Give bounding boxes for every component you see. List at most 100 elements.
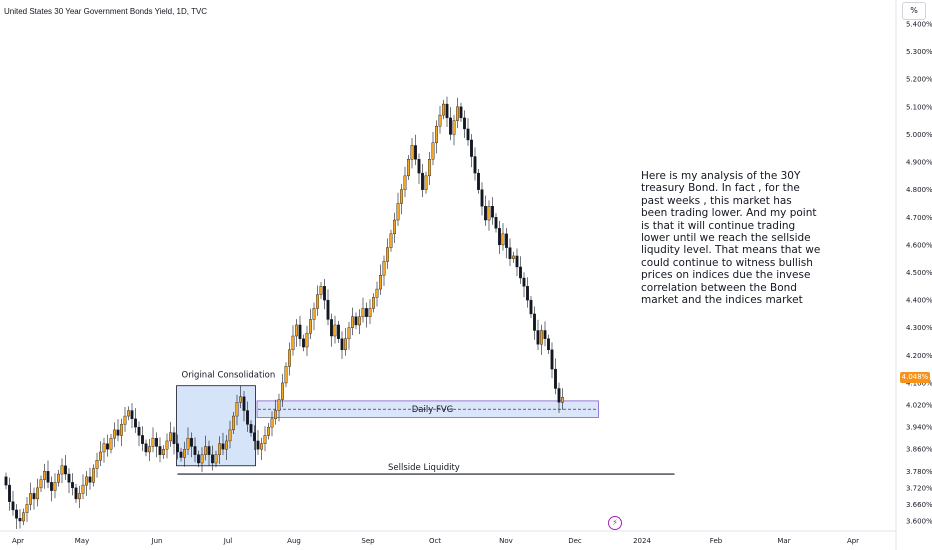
candle-body [512, 255, 515, 259]
candle-body [449, 117, 452, 135]
candle-body [305, 333, 309, 348]
candle [113, 422, 116, 448]
candle [228, 420, 232, 449]
candle-body [18, 518, 22, 522]
candle-body [365, 308, 368, 317]
candle-body [473, 156, 477, 174]
candle [148, 438, 151, 462]
candle [368, 299, 372, 325]
candle-body [302, 338, 305, 348]
candle-body [130, 410, 134, 420]
candle-body [134, 418, 137, 428]
candle [319, 282, 323, 299]
candle [529, 295, 533, 319]
y-tick-label: 3.860% [906, 446, 932, 454]
candle-body [183, 449, 186, 458]
candle-body [347, 327, 351, 339]
candle [102, 437, 106, 463]
candle-body [214, 454, 218, 464]
candle-body [57, 473, 60, 483]
candle [39, 475, 43, 493]
candle-body [106, 443, 109, 450]
y-tick-label: 4.600% [906, 241, 932, 249]
candle [50, 476, 53, 502]
candle [344, 327, 347, 356]
candle-body [221, 443, 225, 450]
candle-body [109, 437, 113, 450]
candle-body [249, 424, 253, 433]
candle [46, 460, 50, 489]
candle-body [533, 313, 536, 331]
x-tick-label: Dec [568, 537, 582, 545]
candle-body [4, 476, 8, 486]
candle [459, 102, 463, 123]
x-tick-label: Oct [429, 537, 441, 545]
candle-body [218, 443, 221, 455]
analysis-line: lower until we reach the sellside [641, 232, 811, 245]
candle [550, 342, 554, 379]
candle-body [407, 159, 410, 177]
candle-body [351, 316, 354, 328]
candle-body [515, 255, 519, 268]
candle-body [459, 106, 463, 119]
candle-body [270, 418, 274, 428]
lightning-icon[interactable]: ⚡ [608, 516, 622, 530]
candle [43, 463, 46, 489]
candle [431, 131, 435, 166]
candle [561, 388, 564, 410]
candle-body [85, 476, 88, 486]
candle [386, 238, 389, 269]
y-tick-label: 5.100% [906, 103, 932, 111]
candle [295, 319, 298, 347]
x-tick-label: 2024 [633, 537, 651, 545]
candle [204, 435, 207, 461]
candle-body [501, 233, 505, 246]
candle [372, 293, 375, 313]
candle-body [277, 399, 281, 411]
candle-body [99, 451, 102, 461]
candle-body [120, 424, 123, 436]
candle [463, 110, 466, 139]
candle-body [382, 261, 386, 276]
candle-body [445, 103, 449, 119]
candle [92, 464, 95, 487]
candle-body [424, 175, 428, 190]
candle [326, 289, 330, 326]
candle-body [8, 484, 11, 502]
candle-body [162, 449, 165, 455]
candle-body [547, 338, 550, 351]
y-tick-label: 3.780% [906, 468, 932, 476]
candle-body [519, 266, 522, 279]
candle [95, 452, 99, 478]
candle-body [522, 277, 526, 287]
candle-body [393, 219, 396, 235]
candle-body [494, 217, 498, 229]
candle-body [64, 465, 67, 475]
candle [316, 285, 319, 316]
candle [473, 147, 477, 181]
x-tick-label: Feb [710, 537, 723, 545]
candle-body [228, 429, 232, 442]
sellside-label: Sellside Liquidity [388, 463, 460, 473]
analysis-line: liqudity level. That means that we [641, 244, 821, 257]
candle [491, 197, 494, 225]
candle [410, 138, 414, 169]
candle [64, 455, 67, 480]
candle-body [211, 454, 214, 464]
candle [179, 447, 183, 462]
candle-body [554, 368, 557, 389]
unit-button[interactable]: % [902, 2, 926, 20]
candle [53, 473, 57, 499]
candle-body [246, 410, 249, 425]
candle [200, 447, 204, 473]
candle-body [298, 324, 302, 339]
candle [396, 192, 400, 226]
y-tick-label: 4.100% [906, 379, 932, 387]
candle-body [312, 308, 316, 320]
candle [435, 120, 438, 154]
candle [365, 302, 368, 328]
analysis-line: been trading lower. And my point [641, 207, 817, 220]
candle [67, 468, 71, 494]
candle [505, 228, 508, 259]
